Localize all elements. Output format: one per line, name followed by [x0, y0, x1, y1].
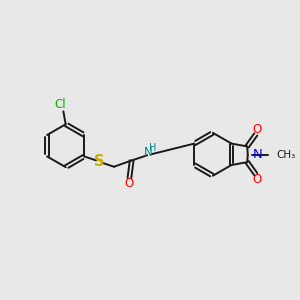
Text: N: N: [144, 146, 152, 159]
Text: S: S: [94, 154, 104, 169]
Text: Cl: Cl: [54, 98, 66, 111]
Text: O: O: [253, 173, 262, 186]
Text: H: H: [149, 143, 157, 153]
Text: O: O: [125, 177, 134, 190]
Text: N: N: [253, 148, 263, 161]
Text: CH₃: CH₃: [276, 150, 296, 160]
Text: O: O: [253, 123, 262, 136]
